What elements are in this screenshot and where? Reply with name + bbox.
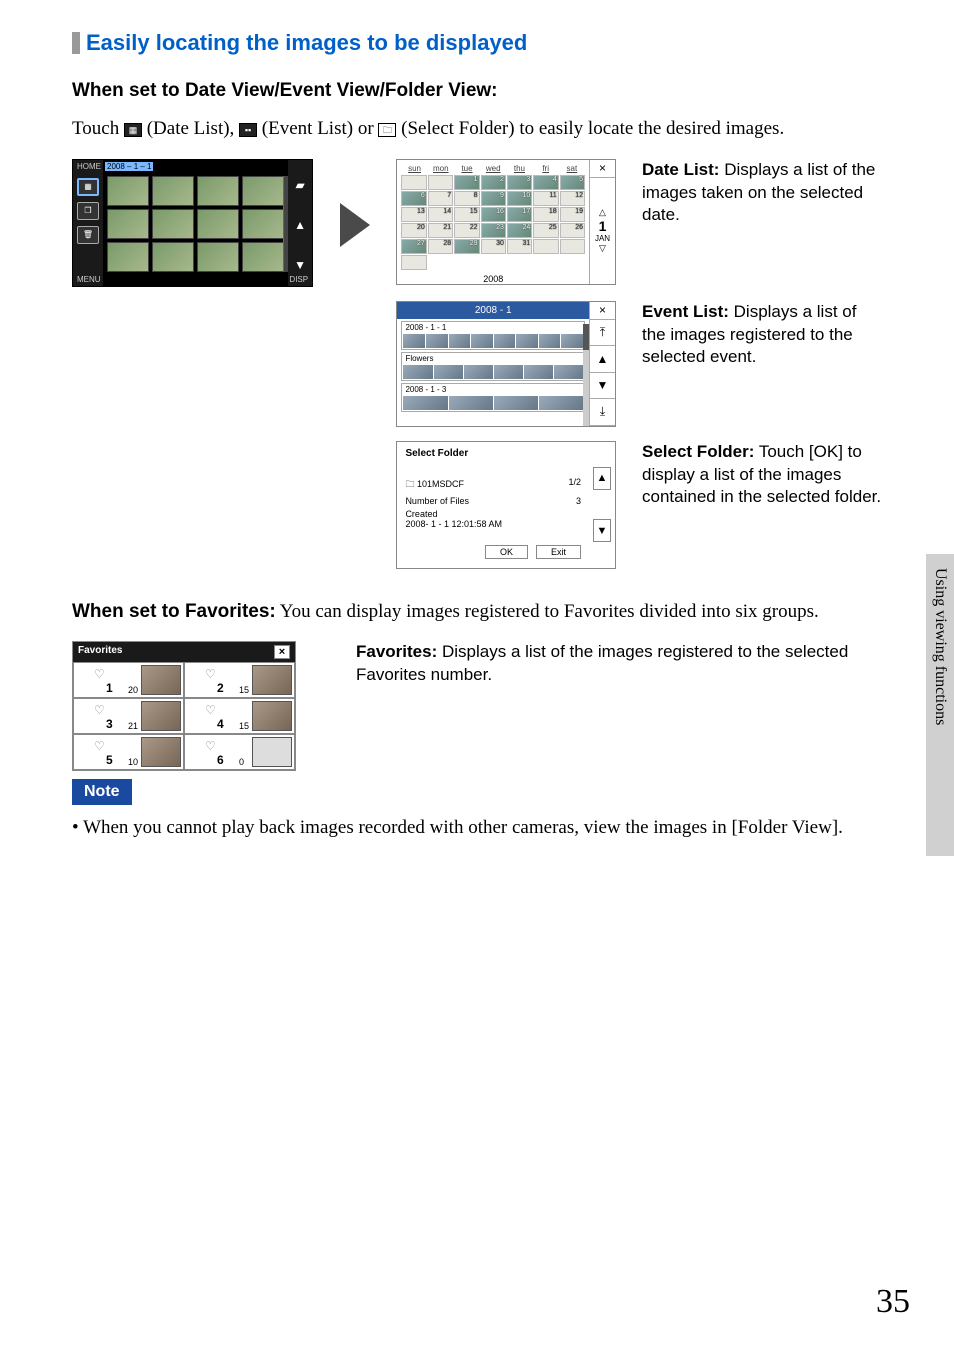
select-folder-screenshot: Select Folder 🗀 101MSDCF 1/2 Number of F… bbox=[396, 441, 616, 569]
cam-disp-label: DISP bbox=[289, 275, 308, 284]
select-folder-caption-title: Select Folder: bbox=[642, 442, 754, 461]
note-label: Note bbox=[72, 779, 132, 805]
favorites-close-icon: × bbox=[274, 645, 290, 659]
date-list-icon: ▦ bbox=[124, 123, 142, 137]
event-item: 2008 - 1 - 1 bbox=[401, 321, 585, 350]
favorites-heading-bold: When set to Favorites: bbox=[72, 601, 276, 622]
favorites-heading-rest: You can display images registered to Fav… bbox=[280, 601, 819, 622]
favorites-cell: ♡ 4 15 bbox=[184, 698, 295, 734]
calendar-day-headers: sunmontuewedthufrisat bbox=[401, 164, 585, 173]
files-label: Number of Files bbox=[405, 496, 469, 506]
side-tab: Using viewing functions bbox=[926, 554, 954, 856]
main-title: Easily locating the images to be display… bbox=[86, 30, 527, 56]
favorites-screenshot: Favorites × ♡ 1 20 ♡ 2 15 ♡ 3 bbox=[72, 641, 296, 771]
calendar-year: 2008 bbox=[401, 274, 585, 284]
intro-a: Touch bbox=[72, 118, 124, 139]
cam-home: HOME bbox=[77, 162, 101, 171]
intro-d: (Select Folder) to easily locate the des… bbox=[401, 118, 784, 139]
folder-up-icon: ▲ bbox=[593, 467, 611, 490]
event-up-icon: ▲ bbox=[590, 346, 615, 373]
date-list-screenshot: sunmontuewedthufrisat 1 2 3 4 5 6 7 8 9 … bbox=[396, 159, 616, 285]
calendar-down-icon: ▽ bbox=[599, 243, 606, 254]
heart-icon: ♡ bbox=[94, 667, 105, 681]
created-label: Created bbox=[405, 509, 581, 519]
event-list-icon: ▪▪ bbox=[239, 123, 257, 137]
heart-icon: ♡ bbox=[205, 739, 216, 753]
thumbnail-grid bbox=[103, 160, 288, 286]
sub-title: When set to Date View/Event View/Folder … bbox=[72, 80, 882, 102]
ok-button[interactable]: OK bbox=[485, 545, 528, 559]
heart-icon: ♡ bbox=[94, 739, 105, 753]
folder-icon: 🗀 bbox=[405, 479, 414, 489]
mode-grid-icon: ▦ bbox=[77, 178, 99, 196]
event-top-icon: ⤒ bbox=[590, 320, 615, 347]
created-value: 2008- 1 - 1 12:01:58 AM bbox=[405, 519, 581, 529]
favorites-cell: ♡ 1 20 bbox=[73, 662, 184, 698]
favorites-cell: ♡ 6 0 bbox=[184, 734, 295, 770]
arrow-right-icon bbox=[340, 203, 370, 247]
folder-down-icon: ▼ bbox=[593, 519, 611, 542]
calendar-grid: 1 2 3 4 5 6 7 8 9 10 11 12 13 14 15 16 1 bbox=[401, 175, 585, 270]
section-bar bbox=[72, 32, 80, 54]
mode-trash-icon: 🗑 bbox=[77, 226, 99, 244]
favorites-cell: ♡ 3 21 bbox=[73, 698, 184, 734]
camera-down-icon: ▼ bbox=[294, 258, 306, 272]
camera-play-icon: ▰ bbox=[295, 178, 304, 192]
select-folder-icon: 🗀 bbox=[378, 123, 396, 137]
mode-overlap-icon: ❐ bbox=[77, 202, 99, 220]
event-down-icon: ▼ bbox=[590, 373, 615, 400]
favorites-cell: ♡ 2 15 bbox=[184, 662, 295, 698]
event-list-screenshot: 2008 - 1 2008 - 1 - 1 Flowers 2008 - 1 -… bbox=[396, 301, 616, 427]
cam-date-tag: 2008 – 1 – 1 bbox=[105, 162, 153, 171]
intro-c: (Event List) or bbox=[262, 118, 379, 139]
page-number: 35 bbox=[876, 1283, 910, 1321]
camera-index-screenshot: HOME 2008 – 1 – 1 MENU DISP ▦ ❐ 🗑 ▰ ▲ ▼ bbox=[72, 159, 313, 287]
event-bottom-icon: ⤓ bbox=[590, 399, 615, 426]
calendar-close-icon: × bbox=[590, 160, 615, 178]
calendar-month-num: 1 bbox=[599, 218, 607, 234]
heart-icon: ♡ bbox=[205, 703, 216, 717]
select-folder-title: Select Folder bbox=[405, 448, 581, 459]
camera-scrollbar bbox=[283, 176, 288, 272]
favorites-panel-title: Favorites bbox=[78, 645, 122, 659]
event-scrollbar bbox=[583, 324, 589, 426]
event-item: 2008 - 1 - 3 bbox=[401, 383, 585, 412]
heart-icon: ♡ bbox=[205, 667, 216, 681]
event-list-caption-title: Event List: bbox=[642, 302, 729, 321]
camera-up-icon: ▲ bbox=[294, 218, 306, 232]
calendar-month-label: JAN bbox=[595, 234, 610, 243]
cam-menu-label: MENU bbox=[77, 275, 101, 284]
intro-b: (Date List), bbox=[147, 118, 239, 139]
exit-button[interactable]: Exit bbox=[536, 545, 581, 559]
event-close-icon: × bbox=[590, 302, 615, 320]
folder-page: 1/2 bbox=[568, 477, 581, 493]
event-list-title: 2008 - 1 bbox=[397, 302, 589, 319]
side-tab-label: Using viewing functions bbox=[931, 568, 949, 725]
favorites-cell: ♡ 5 10 bbox=[73, 734, 184, 770]
favorites-caption-title: Favorites: bbox=[356, 642, 437, 661]
date-list-caption-title: Date List: bbox=[642, 160, 719, 179]
event-item: Flowers bbox=[401, 352, 585, 381]
heart-icon: ♡ bbox=[94, 703, 105, 717]
calendar-up-icon: △ bbox=[599, 207, 606, 218]
intro-paragraph: Touch ▦ (Date List), ▪▪ (Event List) or … bbox=[72, 116, 882, 143]
files-value: 3 bbox=[576, 496, 581, 506]
folder-name: 101MSDCF bbox=[417, 479, 464, 489]
note-text: • When you cannot play back images recor… bbox=[72, 815, 882, 841]
